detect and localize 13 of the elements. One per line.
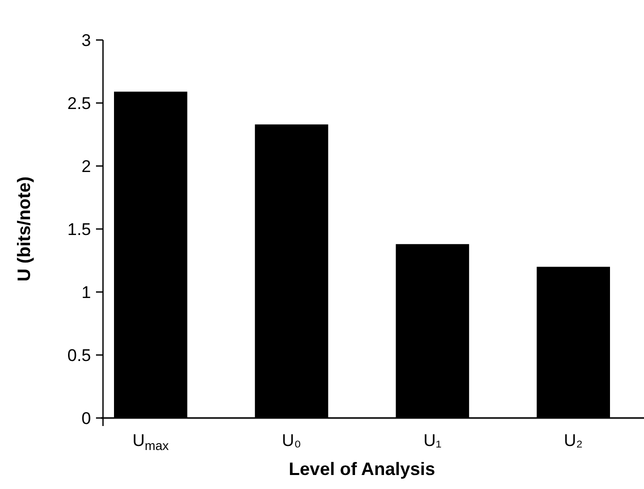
y-tick-label: 1.5 <box>67 220 91 239</box>
y-tick-label: 0 <box>82 408 91 428</box>
y-tick-label: 3 <box>82 30 91 50</box>
x-tick-label: U₂ <box>564 431 583 450</box>
y-tick-label: 2 <box>82 156 91 176</box>
y-axis-title: U (bits/note) <box>14 176 34 282</box>
y-tick-label: 1 <box>82 282 91 302</box>
x-tick-label: U₁ <box>423 431 442 450</box>
y-tick-label: 2.5 <box>67 94 91 113</box>
x-tick-label: U$_{max}$ <box>132 431 170 453</box>
x-tick-label: U₀ <box>282 431 302 450</box>
x-axis-title: Level of Analysis <box>288 459 436 479</box>
y-tick-label: 0.5 <box>67 346 91 365</box>
